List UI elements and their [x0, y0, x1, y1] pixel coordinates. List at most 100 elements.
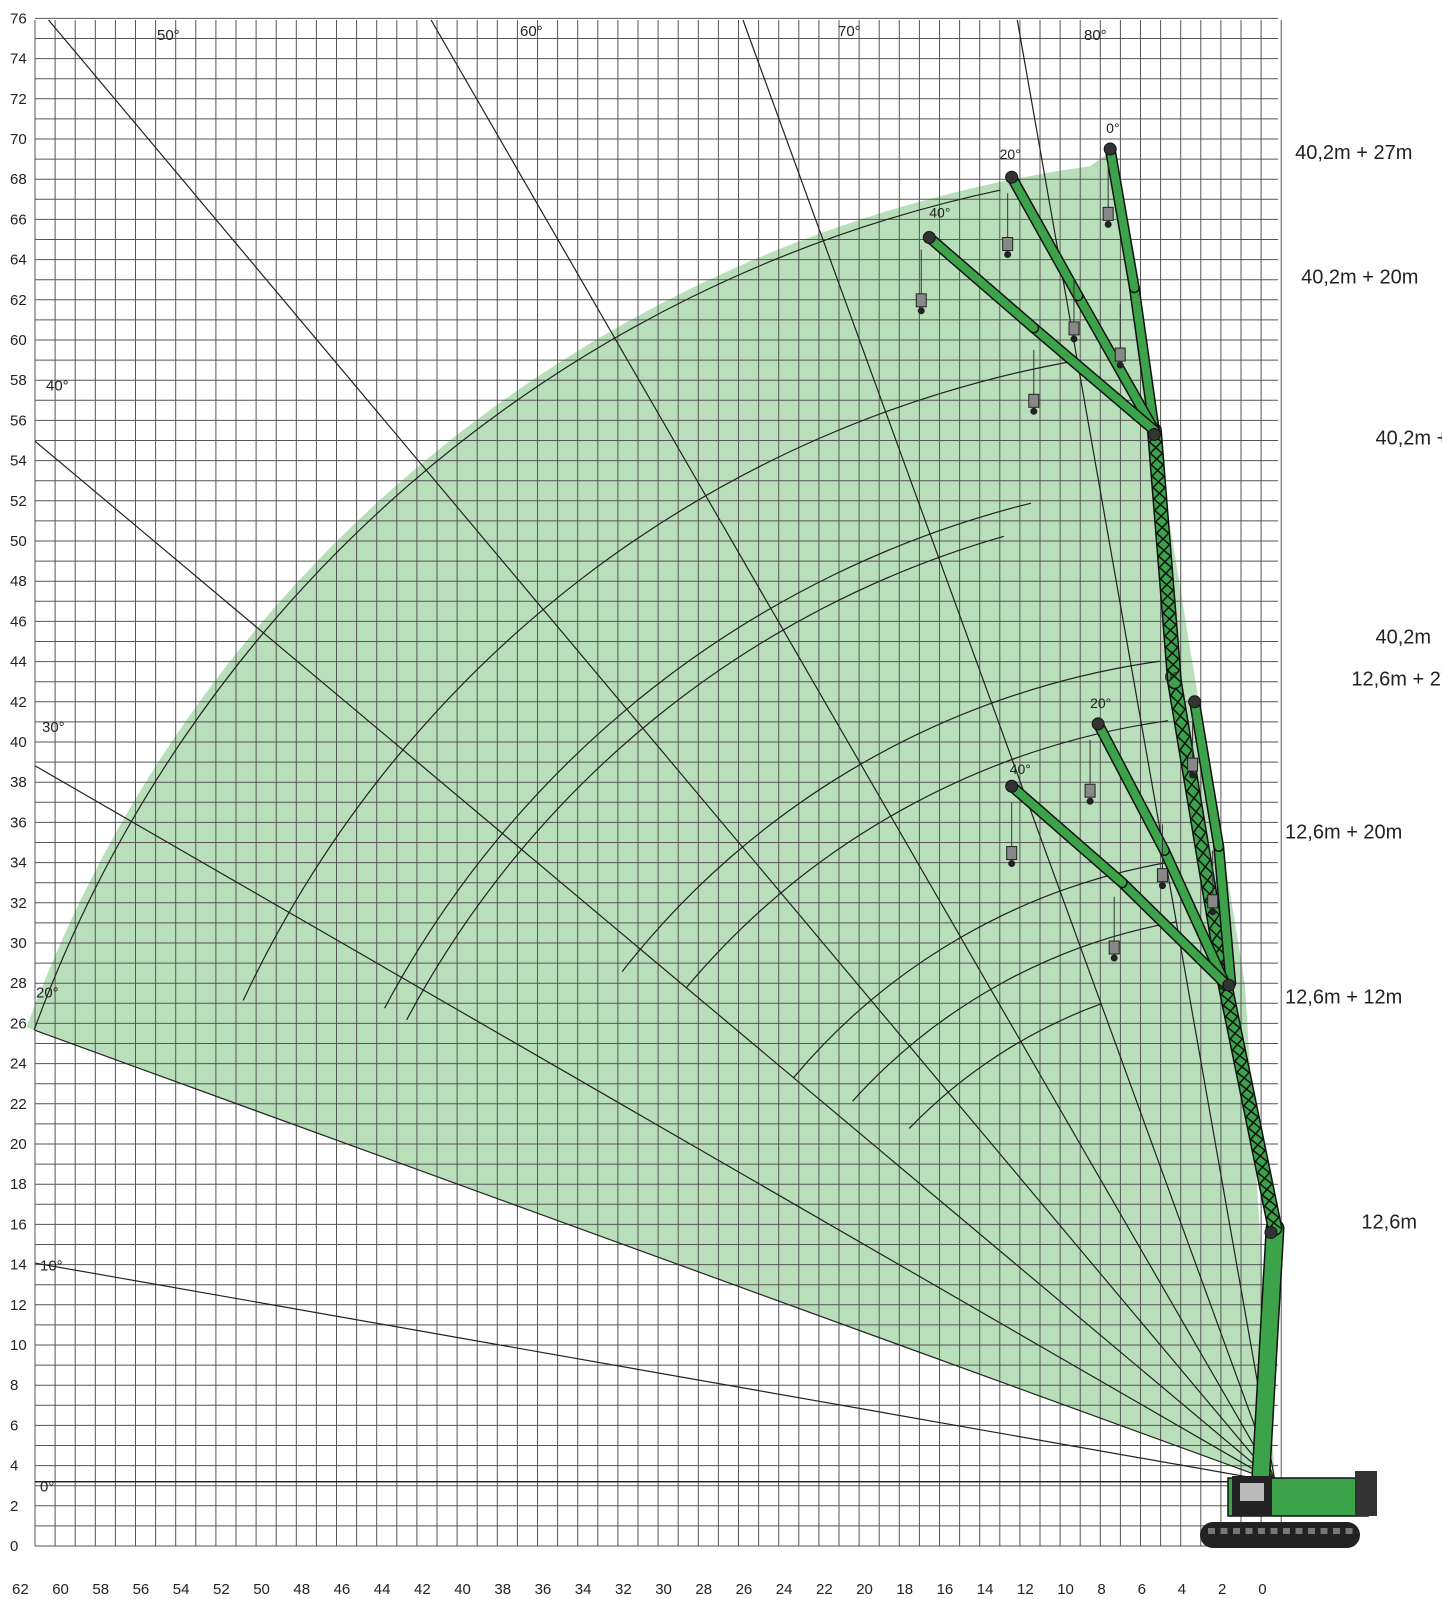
main-boom-top-truss	[1152, 486, 1167, 500]
y-tick-label: 36	[10, 814, 27, 831]
jib-lower-0	[1214, 842, 1235, 988]
jib-lower-20	[1160, 846, 1229, 988]
jib-upper-20b	[1007, 173, 1083, 300]
main-boom-upper-truss	[1172, 708, 1188, 724]
radius-arc	[852, 921, 1177, 1102]
y-tick-label: 10	[10, 1337, 27, 1354]
main-boom-top-truss	[1150, 464, 1165, 477]
configuration-label: 12,6m + 20m	[1285, 821, 1402, 843]
x-tick-label: 42	[414, 1581, 431, 1598]
hook	[1209, 908, 1217, 916]
main-boom-upper-truss	[1190, 818, 1207, 833]
x-tick-label: 10	[1057, 1581, 1074, 1598]
y-tick-label: 6	[10, 1417, 18, 1434]
hook	[1004, 251, 1012, 259]
main-boom-upper-truss	[1206, 914, 1223, 929]
y-tick-label: 4	[10, 1458, 18, 1475]
y-tick-label: 64	[10, 252, 27, 269]
y-tick-label: 62	[10, 292, 27, 309]
y-tick-label: 48	[10, 573, 27, 590]
jib-lower-20b	[1094, 719, 1169, 855]
main-boom-upper-truss	[1193, 831, 1209, 847]
boom-angle-label: 10°	[40, 1258, 63, 1275]
y-tick-label: 76	[10, 10, 27, 27]
sheave	[1222, 978, 1236, 992]
sheave	[922, 230, 936, 244]
hook-block	[1002, 237, 1014, 252]
main-boom-top-truss	[1156, 532, 1171, 546]
y-tick-label: 20	[10, 1136, 27, 1153]
x-tick-label: 24	[776, 1581, 793, 1598]
boom-angle-label: 60°	[520, 23, 543, 40]
x-tick-label: 26	[736, 1581, 753, 1598]
main-boom-top-truss	[1148, 441, 1163, 454]
configuration-label: 40,2m + 27m	[1295, 142, 1412, 164]
x-tick-label: 6	[1138, 1581, 1146, 1598]
track-link	[1233, 1528, 1240, 1534]
main-boom-top	[1148, 424, 1181, 688]
x-tick-label: 34	[575, 1581, 592, 1598]
y-tick-label: 46	[10, 613, 27, 630]
boom-angle-label: 40°	[46, 377, 69, 394]
x-tick-label: 40	[454, 1581, 471, 1598]
main-boom-12m-truss	[1241, 1094, 1257, 1107]
radius-arc	[908, 1003, 1102, 1129]
main-boom-top-truss	[1153, 498, 1168, 511]
y-tick-label: 8	[10, 1377, 18, 1394]
jib-offset-label: 0°	[1164, 669, 1177, 685]
y-tick-label: 50	[10, 533, 27, 550]
main-boom-top-truss	[1164, 635, 1179, 649]
configuration-label: 12,6m	[1361, 1211, 1417, 1233]
main-boom-12m-truss	[1261, 1194, 1277, 1207]
y-tick-label: 2	[10, 1498, 18, 1515]
boom-angle-line	[742, 19, 1276, 1482]
y-tick-label: 12	[10, 1297, 27, 1314]
y-tick-label: 44	[10, 654, 27, 671]
main-boom-base	[1252, 1220, 1283, 1484]
jib-upper-0b	[1106, 145, 1139, 292]
main-boom-top-truss	[1149, 452, 1164, 466]
track-link	[1320, 1528, 1328, 1534]
main-boom-top-truss	[1155, 521, 1170, 534]
sheave	[1264, 1225, 1278, 1239]
x-tick-label: 46	[334, 1581, 351, 1598]
sheave	[1005, 170, 1019, 184]
boom-angle-line	[34, 765, 1276, 1483]
sheave	[1091, 717, 1105, 731]
main-boom-top-truss	[1163, 624, 1178, 637]
y-tick-label: 42	[10, 694, 27, 711]
radius-arc	[621, 660, 1160, 972]
y-tick-label: 60	[10, 332, 27, 349]
main-boom-12m-truss	[1243, 1105, 1259, 1118]
y-tick-label: 66	[10, 211, 27, 228]
main-boom-upper-truss	[1197, 859, 1213, 875]
chart-labels: 62 60 58 56 54 52 50 48 46 44 42 40 38 36 34 32 30 28 26 24…	[10, 10, 1442, 1598]
main-boom-12m-truss	[1254, 1160, 1271, 1174]
x-tick-label: 0	[1258, 1581, 1266, 1598]
y-tick-label: 22	[10, 1096, 27, 1113]
hook	[1008, 860, 1016, 868]
radius-arcs	[33, 189, 1177, 1129]
hook	[1189, 771, 1197, 779]
track-link	[1333, 1528, 1340, 1534]
main-boom-12m-truss	[1236, 1071, 1252, 1085]
x-tick-label: 38	[494, 1581, 511, 1598]
boom-angle-line	[48, 19, 1276, 1483]
radius-arc	[242, 359, 1078, 1001]
jib-offset-label: 40°	[929, 204, 950, 220]
y-tick-label: 72	[10, 91, 27, 108]
main-boom-12m-truss	[1229, 1038, 1245, 1051]
x-tick-label: 44	[374, 1581, 391, 1598]
main-boom-top-truss	[1157, 555, 1172, 569]
jib-upper-0	[1130, 283, 1159, 435]
main-boom-upper-truss	[1186, 790, 1202, 806]
jib-lower-40	[1118, 878, 1229, 988]
boom-angle-label: 50°	[157, 27, 180, 44]
main-boom-top-truss	[1165, 646, 1180, 660]
jib-upper-20	[1074, 291, 1159, 435]
hook-block	[1108, 940, 1120, 955]
track-link	[1258, 1528, 1265, 1534]
configuration-label: 40,2m + 20m	[1301, 267, 1418, 289]
main-boom-top-truss	[1167, 669, 1181, 683]
main-boom-upper-truss	[1174, 722, 1191, 738]
